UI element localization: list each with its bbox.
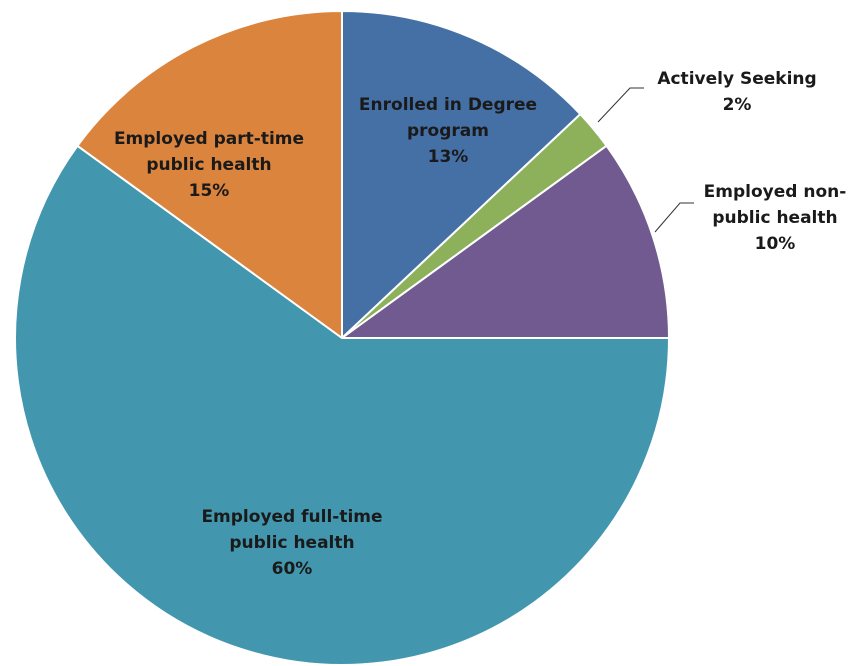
leader-line-2	[654, 202, 694, 233]
slice-label-line: public health	[146, 155, 271, 175]
slice-percent: 2%	[723, 95, 752, 115]
slice-label-4: Employed part-time public health 15%	[114, 129, 304, 201]
pie-slice-3	[14, 144, 670, 666]
slice-label-line: Actively Seeking	[657, 69, 816, 89]
slice-label-line: Enrolled in Degree	[359, 95, 537, 115]
leader-line-1	[597, 87, 644, 123]
slice-label-2: Employed non-public health 10%	[704, 182, 847, 254]
slice-percent: 10%	[755, 234, 796, 254]
slice-percent: 13%	[428, 147, 469, 167]
slice-label-1: Actively Seeking 2%	[657, 69, 816, 115]
pie-slice-4	[76, 10, 343, 339]
slice-label-line: Employed non-	[704, 182, 847, 202]
slice-label-line: program	[407, 121, 489, 141]
slice-label-line: Employed part-time	[114, 129, 304, 149]
slice-percent: 60%	[272, 559, 313, 579]
slice-percent: 15%	[189, 181, 230, 201]
pie-slice-2	[341, 144, 670, 339]
slice-label-line: public health	[229, 533, 354, 553]
slice-label-0: Enrolled in Degree program 13%	[359, 95, 537, 167]
pie-slice-0	[341, 10, 582, 339]
slice-label-line: public health	[712, 208, 837, 228]
slice-label-3: Employed full-time public health 60%	[201, 507, 382, 579]
slice-label-line: Employed full-time	[201, 507, 382, 527]
